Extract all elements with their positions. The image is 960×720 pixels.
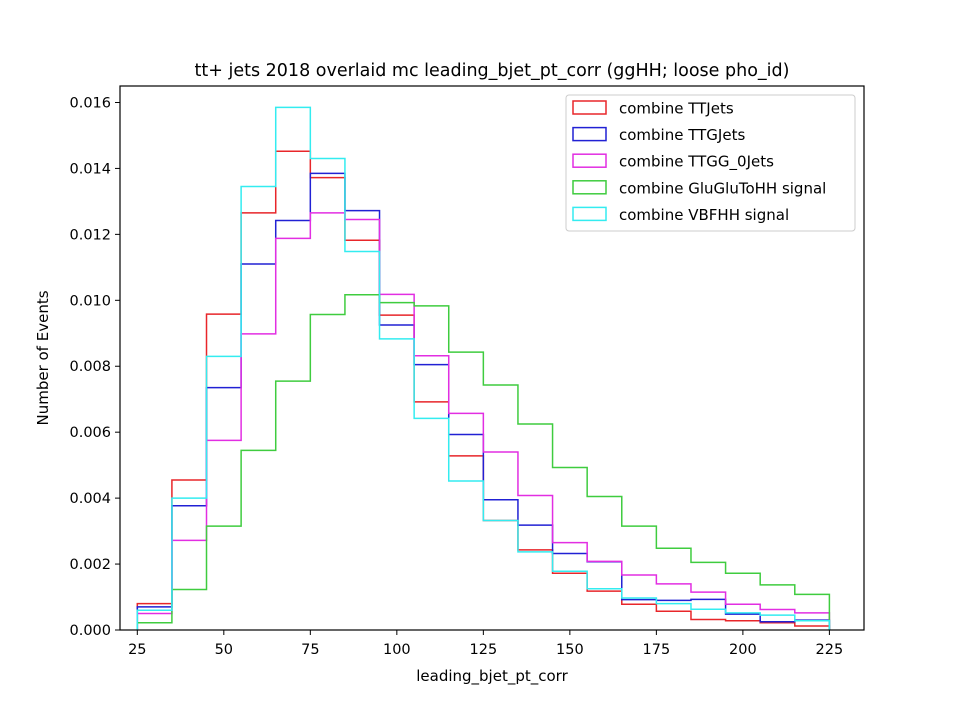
legend-label-3: combine GluGluToHH signal — [619, 179, 826, 197]
y-tick-label: 0.016 — [69, 95, 111, 111]
legend-swatch-1 — [572, 126, 607, 142]
y-tick-label: 0.002 — [69, 557, 111, 573]
legend-swatch-4 — [572, 206, 607, 222]
plot-area-frame — [119, 85, 865, 631]
series-line-4 — [136, 106, 831, 630]
legend-label-1: combine TTGJets — [619, 126, 745, 144]
y-tick-label: 0.006 — [69, 425, 111, 441]
legend: combine TTJets combine TTGJets combine TTG… — [565, 94, 856, 232]
x-tick-label: 150 — [556, 642, 584, 658]
legend-swatch-0 — [572, 100, 607, 115]
x-axis-ticks: 25 50 75 100 125 150 175 200 225 — [128, 630, 843, 658]
x-tick-label: 100 — [383, 642, 411, 658]
series-layer — [136, 106, 831, 630]
x-tick-label: 225 — [816, 642, 844, 658]
x-tick-label: 25 — [128, 642, 146, 658]
chart-title: tt+ jets 2018 overlaid mc leading_bjet_p… — [195, 61, 790, 81]
x-tick-label: 125 — [470, 642, 498, 658]
legend-swatch-2 — [572, 153, 607, 168]
legend-frame — [565, 94, 856, 232]
x-tick-label: 50 — [215, 642, 233, 658]
y-tick-label: 0.008 — [69, 359, 111, 375]
series-line-3 — [136, 293, 831, 630]
y-tick-label: 0.010 — [69, 293, 111, 309]
x-tick-label: 75 — [301, 642, 319, 658]
x-axis-label: leading_bjet_pt_corr — [416, 667, 568, 686]
y-axis-ticks: 0.000 0.002 0.004 0.006 0.008 0.010 0.012 0.014… — [69, 95, 120, 639]
y-tick-label: 0.014 — [69, 161, 111, 177]
y-tick-label: 0.000 — [69, 623, 111, 639]
y-tick-label: 0.012 — [69, 227, 111, 243]
x-tick-label: 200 — [729, 642, 757, 658]
legend-label-0: combine TTJets — [619, 100, 734, 118]
y-axis-label: Number of Events — [34, 290, 52, 425]
legend-label-4: combine VBFHH signal — [619, 206, 789, 224]
legend-swatch-3 — [572, 180, 607, 195]
legend-label-2: combine TTGG_0Jets — [619, 153, 774, 172]
y-tick-label: 0.004 — [69, 491, 111, 507]
x-tick-label: 175 — [643, 642, 671, 658]
